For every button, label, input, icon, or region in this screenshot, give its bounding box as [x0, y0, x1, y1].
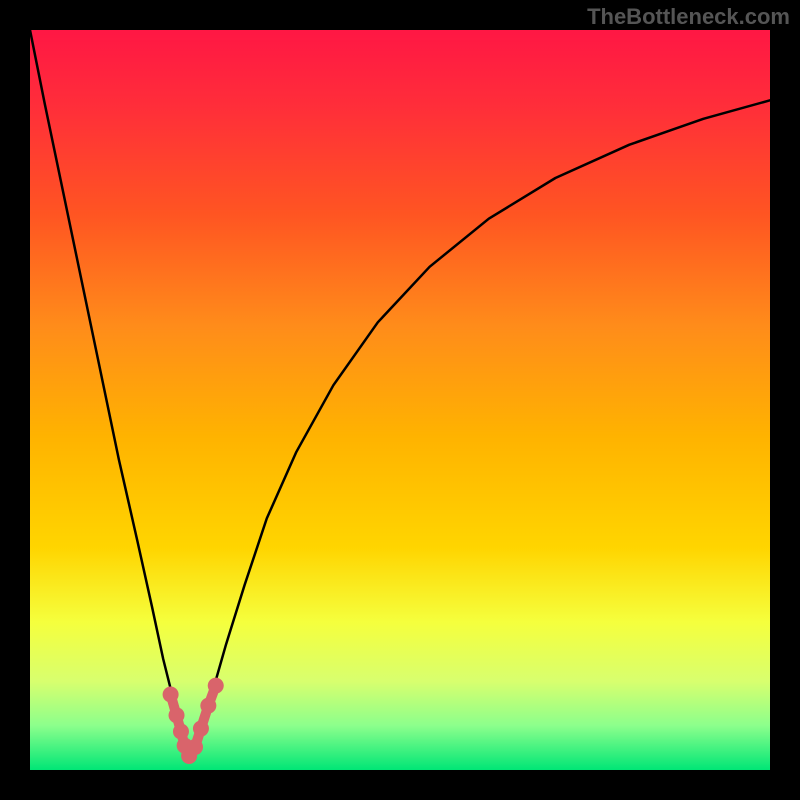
bottleneck-chart	[0, 0, 800, 800]
watermark-text: TheBottleneck.com	[587, 4, 790, 30]
chart-container: TheBottleneck.com	[0, 0, 800, 800]
